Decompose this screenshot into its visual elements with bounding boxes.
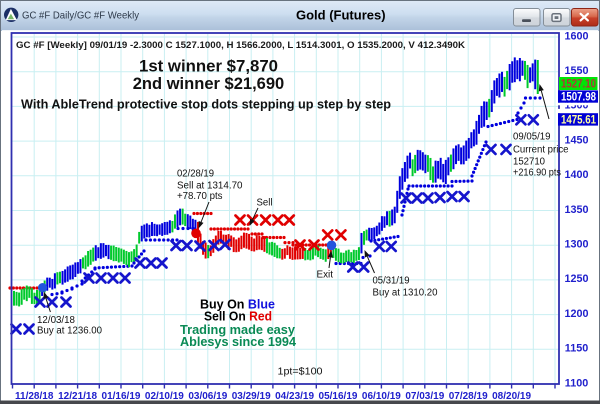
svg-text:+78.70 pts: +78.70 pts: [177, 191, 223, 202]
svg-text:1200: 1200: [564, 308, 588, 320]
svg-text:1527.10: 1527.10: [561, 79, 596, 91]
svg-text:Trading made easy: Trading made easy: [180, 322, 296, 337]
svg-text:01/16/19: 01/16/19: [102, 391, 141, 402]
svg-text:09/05/19: 09/05/19: [513, 132, 551, 143]
svg-text:Sell: Sell: [257, 198, 273, 209]
svg-text:11/28/18: 11/28/18: [15, 391, 54, 402]
svg-text:1350: 1350: [564, 204, 588, 216]
svg-text:12/03/18: 12/03/18: [37, 315, 75, 326]
svg-text:1150: 1150: [565, 343, 588, 355]
svg-text:06/10/19: 06/10/19: [362, 391, 401, 402]
svg-text:08/20/19: 08/20/19: [492, 391, 531, 402]
svg-text:GC #F Daily/GC #F Weekly: GC #F Daily/GC #F Weekly: [22, 10, 140, 22]
svg-text:Buy On Blue: Buy On Blue: [200, 298, 275, 312]
svg-text:02/10/19: 02/10/19: [145, 391, 184, 402]
svg-text:Buy at 1236.00: Buy at 1236.00: [37, 326, 102, 337]
svg-text:GC #F [Weekly] 09/01/19 -2.30: GC #F [Weekly] 09/01/19 -2.3000 C 1527.1…: [16, 40, 465, 51]
svg-text:1550: 1550: [564, 65, 588, 77]
svg-text:2nd winner $21,690: 2nd winner $21,690: [133, 74, 285, 93]
svg-text:Exit: Exit: [317, 270, 334, 281]
svg-text:1250: 1250: [564, 273, 588, 285]
svg-text:04/23/19: 04/23/19: [275, 391, 314, 402]
svg-text:02/28/19: 02/28/19: [177, 169, 214, 180]
svg-text:1st winner $7,870: 1st winner $7,870: [139, 56, 278, 75]
svg-text:1475.61: 1475.61: [561, 114, 597, 126]
svg-text:07/03/19: 07/03/19: [405, 391, 444, 402]
svg-text:03/06/19: 03/06/19: [188, 391, 227, 402]
svg-text:Gold (Futures): Gold (Futures): [296, 8, 386, 23]
svg-text:1600: 1600: [564, 30, 588, 42]
svg-text:Current price: Current price: [513, 145, 569, 156]
svg-text:1450: 1450: [564, 134, 588, 146]
svg-text:12/21/18: 12/21/18: [58, 391, 97, 402]
svg-text:05/31/19: 05/31/19: [373, 276, 410, 287]
svg-text:Sell On Red: Sell On Red: [204, 310, 272, 324]
svg-text:05/16/19: 05/16/19: [319, 391, 358, 402]
svg-text:03/29/19: 03/29/19: [232, 391, 271, 402]
svg-text:1507.98: 1507.98: [561, 92, 597, 104]
svg-text:1pt=$100: 1pt=$100: [278, 366, 323, 378]
svg-text:With AbleTrend protective stop: With AbleTrend protective stop dots step…: [21, 97, 391, 112]
svg-text:Buy at 1310.20: Buy at 1310.20: [373, 288, 438, 299]
svg-text:1100: 1100: [565, 377, 588, 389]
svg-text:+216.90 pts: +216.90 pts: [513, 168, 561, 179]
svg-text:07/28/19: 07/28/19: [449, 391, 488, 402]
svg-text:152710: 152710: [513, 157, 545, 168]
svg-text:1300: 1300: [564, 239, 588, 251]
svg-text:Sell at 1314.70: Sell at 1314.70: [177, 181, 243, 192]
svg-text:Ablesys since 1994: Ablesys since 1994: [180, 334, 297, 349]
svg-text:1400: 1400: [564, 169, 588, 181]
